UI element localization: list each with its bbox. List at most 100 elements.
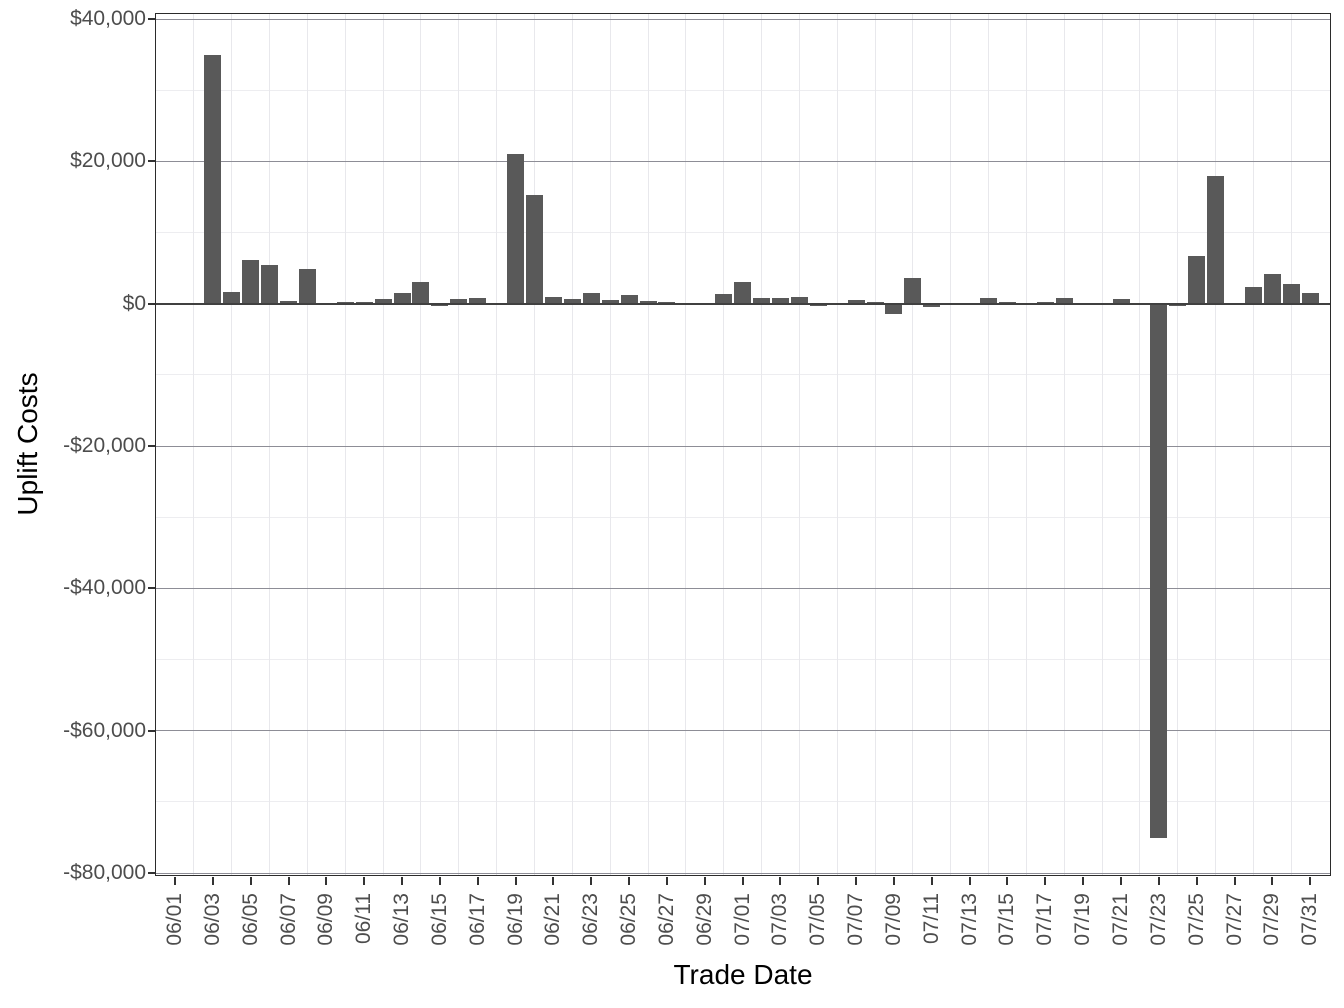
- bar: [1188, 256, 1206, 304]
- bar: [809, 303, 827, 306]
- x-gridline: [798, 13, 800, 876]
- x-tick-label: 06/29: [692, 893, 716, 946]
- bar: [620, 295, 638, 304]
- bar: [1112, 298, 1130, 304]
- x-tick-mark: [1006, 877, 1009, 885]
- y-tick-mark: [148, 587, 155, 590]
- x-tick-mark: [1120, 877, 1122, 885]
- zero-reference-line: [155, 303, 1331, 305]
- x-gridline: [609, 13, 611, 876]
- x-tick-label: 06/07: [276, 893, 300, 946]
- x-tick-label: 07/07: [844, 893, 868, 946]
- plot-panel: [155, 13, 1331, 876]
- x-gridline: [950, 13, 952, 876]
- bar: [242, 260, 260, 304]
- x-tick-label: 06/21: [541, 893, 565, 946]
- y-tick-label: -$80,000: [63, 861, 146, 885]
- x-tick-label: 06/19: [503, 893, 527, 946]
- x-tick-mark: [211, 877, 214, 885]
- x-gridline: [533, 13, 535, 876]
- x-gridline: [571, 13, 573, 876]
- x-tick-label: 07/29: [1260, 893, 1284, 946]
- x-gridline: [193, 13, 195, 876]
- bar: [1301, 293, 1319, 304]
- x-tick-mark: [892, 877, 895, 885]
- x-axis-title: Trade Date: [673, 959, 813, 990]
- x-tick-label: 06/09: [314, 893, 338, 946]
- x-tick-label: 07/27: [1222, 893, 1246, 946]
- x-tick-mark: [590, 877, 593, 885]
- x-tick-mark: [1271, 877, 1274, 885]
- y-tick-mark: [148, 18, 155, 21]
- x-gridline: [496, 13, 498, 876]
- x-tick-label: 06/27: [654, 893, 678, 946]
- bar: [355, 301, 373, 304]
- bar: [223, 292, 241, 304]
- x-tick-mark: [855, 877, 858, 885]
- y-tick-label: -$60,000: [63, 718, 146, 742]
- y-tick-mark: [148, 872, 155, 875]
- bar: [507, 154, 525, 304]
- x-gridline: [1139, 13, 1141, 876]
- x-gridline: [1215, 13, 1217, 876]
- y-minor-gridline: [155, 232, 1331, 234]
- x-tick-mark: [1233, 877, 1236, 885]
- bar: [847, 300, 865, 304]
- y-minor-gridline: [155, 516, 1331, 518]
- x-tick-mark: [1044, 877, 1047, 885]
- bar: [658, 301, 676, 304]
- x-tick-label: 07/23: [1146, 893, 1170, 946]
- bar: [1036, 301, 1054, 304]
- bar: [734, 281, 752, 304]
- y-tick-label: $0: [122, 291, 146, 315]
- x-tick-mark: [628, 877, 631, 885]
- x-tick-label: 06/01: [163, 893, 186, 946]
- y-major-gridline: [155, 445, 1331, 447]
- bar: [204, 54, 222, 304]
- x-gridline: [231, 13, 233, 876]
- x-gridline: [1063, 13, 1065, 876]
- bar: [980, 298, 998, 304]
- x-tick-mark: [476, 877, 479, 885]
- x-tick-label: 06/15: [427, 893, 451, 946]
- y-minor-gridline: [155, 801, 1331, 803]
- x-tick-label: 06/23: [579, 893, 603, 946]
- x-gridline: [912, 13, 914, 876]
- bar: [280, 300, 298, 304]
- x-gridline: [1252, 13, 1254, 876]
- bar: [1244, 286, 1262, 304]
- x-gridline: [647, 13, 649, 876]
- bar: [582, 292, 600, 304]
- bar: [298, 268, 316, 304]
- bar: [923, 303, 941, 307]
- x-gridline: [1025, 13, 1027, 876]
- bar: [753, 298, 771, 304]
- x-tick-label: 07/13: [957, 893, 981, 946]
- y-tick-mark: [148, 445, 155, 448]
- y-tick-mark: [148, 160, 155, 163]
- x-gridline: [1177, 13, 1179, 876]
- x-tick-mark: [1082, 877, 1085, 885]
- x-tick-mark: [968, 877, 971, 885]
- bar: [544, 297, 562, 304]
- y-major-gridline: [155, 587, 1331, 589]
- x-tick-label: 06/25: [617, 893, 641, 946]
- bar: [374, 299, 392, 304]
- x-tick-mark: [174, 877, 176, 885]
- bar: [1150, 303, 1168, 838]
- x-gridline: [458, 13, 460, 876]
- x-tick-mark: [1195, 877, 1198, 885]
- x-gridline: [1290, 13, 1292, 876]
- x-tick-label: 06/17: [465, 893, 489, 946]
- bar: [998, 301, 1016, 304]
- bar: [563, 299, 581, 304]
- bar: [336, 301, 354, 304]
- x-gridline: [761, 13, 763, 876]
- y-minor-gridline: [155, 659, 1331, 661]
- x-gridline: [306, 13, 308, 876]
- bar: [469, 298, 487, 304]
- bar: [715, 294, 733, 304]
- x-tick-mark: [552, 877, 555, 885]
- x-tick-mark: [817, 877, 820, 885]
